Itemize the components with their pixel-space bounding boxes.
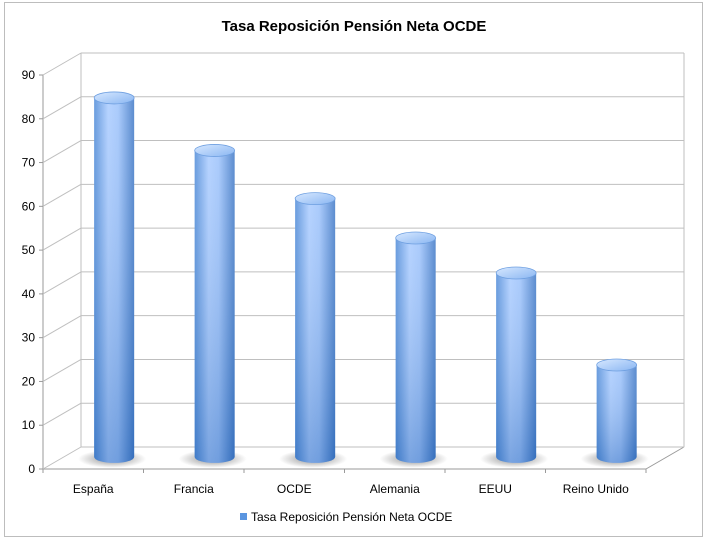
bar-top [93, 91, 135, 105]
bar-top [395, 231, 437, 245]
x-tick-label: España [73, 482, 114, 496]
y-tick-label: 10 [22, 418, 36, 432]
x-axis-ticks: España Francia OCDE Alemania EEUU Reino Unido [42, 469, 647, 496]
x-tick-label: Francia [174, 482, 214, 496]
gridline-diagonal [42, 183, 82, 207]
bar-shade [596, 364, 637, 463]
gridline-diagonal [42, 140, 82, 163]
bar-alemania [379, 231, 448, 468]
bar-shade [395, 238, 436, 463]
floor-edge-right [645, 446, 685, 470]
gridline-diagonal [42, 52, 82, 76]
y-tick-label: 70 [22, 156, 36, 170]
gridline-diagonal [42, 446, 82, 470]
gridlines [42, 52, 684, 470]
y-tick-label: 0 [28, 462, 35, 476]
legend-swatch [240, 513, 247, 520]
y-tick-label: 20 [22, 374, 36, 388]
bar-shade [295, 198, 336, 463]
x-tick-label: Alemania [370, 482, 420, 496]
bar-top [194, 144, 236, 157]
bar-ocde [279, 192, 348, 468]
x-tick-label: OCDE [277, 482, 312, 496]
y-tick-label: 40 [22, 287, 36, 301]
chart-title: Tasa Reposición Pensión Neta OCDE [222, 18, 487, 35]
y-tick-label: 50 [22, 243, 36, 257]
gridline-diagonal [42, 96, 82, 120]
bar-top [495, 266, 537, 280]
legend: Tasa Reposición Pensión Neta OCDE [240, 510, 452, 524]
chart: Tasa Reposición Pensión Neta OCDE 0 10 20 3… [22, 18, 685, 524]
bar-shade [94, 97, 135, 463]
x-tick-label: EEUU [479, 482, 512, 496]
bar-shade [194, 150, 235, 463]
y-tick-label: 60 [22, 199, 36, 213]
y-tick-label: 30 [22, 331, 36, 345]
x-tick-label: Reino Unido [563, 482, 629, 496]
bar-españa [78, 91, 147, 468]
y-tick-label: 90 [22, 68, 36, 82]
chart-walls [42, 53, 685, 470]
bar-shade [496, 273, 537, 463]
gridline-diagonal [42, 402, 82, 426]
y-axis-ticks: 0 10 20 30 40 50 60 70 80 90 [22, 68, 43, 476]
gridline-diagonal [42, 315, 82, 339]
bar-eeuu [480, 266, 549, 468]
bar-reino-unido [580, 358, 649, 468]
bar-francia [178, 144, 247, 468]
y-tick-label: 80 [22, 112, 36, 126]
chart-frame: Tasa Reposición Pensión Neta OCDE 0 10 20 3… [4, 2, 703, 537]
legend-label: Tasa Reposición Pensión Neta OCDE [251, 510, 452, 524]
bars [78, 91, 649, 468]
gridline-diagonal [42, 271, 82, 295]
bar-top [596, 358, 638, 372]
bar-top [294, 192, 336, 206]
gridline-diagonal [42, 359, 82, 382]
gridline-diagonal [42, 227, 82, 251]
